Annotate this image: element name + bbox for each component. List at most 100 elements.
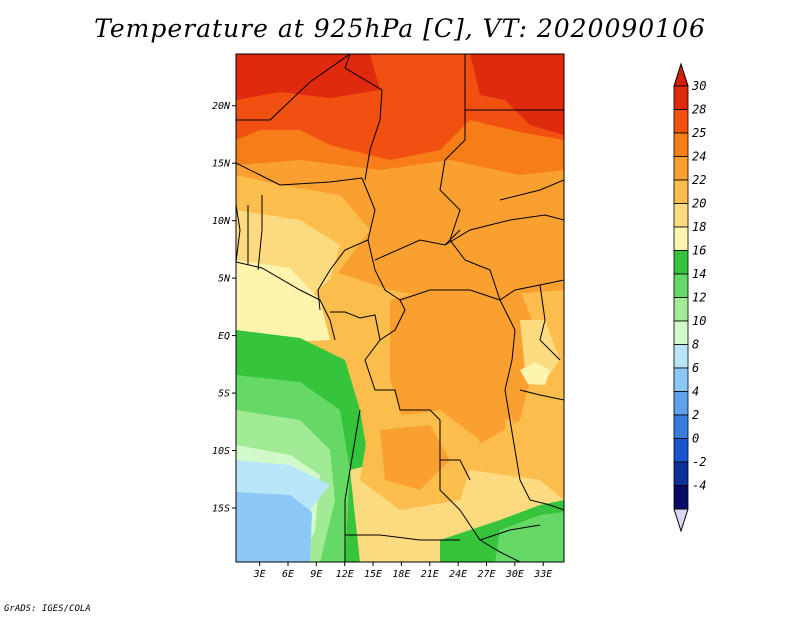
lon-tick-label: 12E bbox=[336, 569, 354, 580]
colorbar-level-label: -2 bbox=[692, 455, 706, 469]
lon-tick-label: 27E bbox=[477, 569, 495, 580]
colorbar-swatch bbox=[673, 438, 689, 463]
field-light-orange-basin bbox=[390, 285, 540, 450]
colorbar-swatch bbox=[673, 344, 689, 369]
colorbar-swatch bbox=[673, 485, 689, 510]
lat-tick-label: 5S bbox=[218, 389, 230, 400]
border-tanzania bbox=[519, 389, 564, 401]
border-nigeria-cameroon bbox=[317, 177, 376, 311]
colorbar-swatch bbox=[673, 203, 689, 228]
field-hot-red-northeast bbox=[470, 54, 564, 135]
lon-tick-label: 6E bbox=[282, 569, 294, 580]
lat-tick-label: 20N bbox=[212, 101, 231, 112]
border-zambia-south bbox=[459, 509, 541, 541]
colorbar-level-label: 22 bbox=[692, 173, 706, 187]
border-ghana bbox=[236, 204, 241, 263]
border-niger-nigeria bbox=[236, 162, 363, 186]
colorbar-swatch bbox=[673, 273, 689, 298]
lake-tanganyika bbox=[505, 418, 520, 478]
latitude-axis: 20N 15N 10N 5N EQ 5S 10S 15S bbox=[212, 101, 236, 514]
border-angola-zambia bbox=[439, 460, 461, 511]
colorbar-level-label: 12 bbox=[692, 291, 706, 305]
colorbar-swatch bbox=[673, 297, 689, 322]
border-gabon-congo bbox=[330, 311, 381, 361]
temperature-field bbox=[236, 54, 564, 562]
border-chad-car bbox=[374, 229, 461, 261]
colorbar-swatch bbox=[673, 414, 689, 439]
colorbar-level-label: 2 bbox=[692, 408, 699, 422]
lat-tick-label: 5N bbox=[218, 274, 231, 285]
country-borders bbox=[236, 54, 564, 562]
border-drc-angola bbox=[364, 359, 471, 481]
border-sudan-south bbox=[444, 214, 564, 246]
colorbar-swatch bbox=[673, 109, 689, 134]
lat-tick-label: EQ bbox=[218, 331, 230, 342]
border-benin-nigeria bbox=[257, 195, 263, 271]
border-drc-east bbox=[499, 299, 521, 481]
border-ethiopia bbox=[499, 179, 564, 201]
colorbar-level-label: 16 bbox=[692, 244, 706, 258]
colorbar-level-label: 25 bbox=[692, 126, 706, 140]
credit-label: GrADS: IGES/COLA bbox=[4, 604, 91, 614]
colorbar-swatch bbox=[673, 461, 689, 486]
field-light-orange-south bbox=[380, 425, 450, 490]
lat-tick-label: 10N bbox=[212, 216, 231, 227]
colorbar-swatch bbox=[673, 156, 689, 181]
lon-tick-label: 21E bbox=[421, 569, 439, 580]
lon-tick-label: 24E bbox=[449, 569, 467, 580]
field-cream-coast bbox=[236, 260, 330, 345]
border-uganda-kenya bbox=[539, 284, 561, 361]
border-cameroon-car bbox=[367, 239, 401, 301]
border-libya-chad bbox=[344, 54, 383, 181]
colorbar-level-label: 0 bbox=[692, 432, 699, 446]
colorbar-level-label: 30 bbox=[691, 79, 706, 93]
colorbar-swatch bbox=[673, 367, 689, 392]
map-frame bbox=[235, 53, 565, 563]
colorbar-level-label: 28 bbox=[692, 103, 706, 117]
lon-tick-label: 3E bbox=[253, 569, 266, 580]
border-coastline-west bbox=[236, 261, 336, 341]
border-zimbabwe bbox=[479, 539, 521, 562]
map-title: Temperature at 925hPa [C], VT: 202009010… bbox=[94, 14, 706, 43]
colorbar-swatch bbox=[673, 250, 689, 275]
colorbar-bottom-arrow bbox=[673, 508, 689, 533]
border-car-drc bbox=[399, 289, 501, 301]
border-namibia-coast bbox=[344, 409, 361, 562]
colorbar-swatch bbox=[673, 391, 689, 416]
lon-tick-label: 18E bbox=[392, 569, 410, 580]
border-south-sudan bbox=[464, 259, 564, 301]
longitude-axis: 3E 6E 9E 12E 15E 18E 21E 24E 27E 30E 33E bbox=[253, 562, 552, 580]
field-hot-red-north bbox=[236, 54, 380, 100]
border-angola-namibia bbox=[345, 534, 460, 541]
lat-tick-label: 15N bbox=[212, 159, 231, 170]
lat-tick-label: 10S bbox=[212, 446, 230, 457]
colorbar-level-label: 4 bbox=[692, 385, 699, 399]
colorbar-swatch bbox=[673, 320, 689, 345]
colorbar-level-label: 10 bbox=[692, 314, 706, 328]
border-mozambique bbox=[519, 479, 564, 511]
colorbar-level-label: 8 bbox=[692, 338, 699, 352]
field-mid-green-southeast bbox=[495, 512, 564, 562]
lake-victoria bbox=[520, 362, 550, 385]
colorbar-swatch bbox=[673, 132, 689, 157]
colorbar-swatch bbox=[673, 85, 689, 110]
colorbar-swatch bbox=[673, 179, 689, 204]
colorbar-level-label: 14 bbox=[692, 267, 706, 281]
lon-tick-label: 30E bbox=[505, 569, 524, 580]
lon-tick-label: 33E bbox=[533, 569, 552, 580]
lat-tick-label: 15S bbox=[212, 503, 230, 514]
lon-tick-label: 9E bbox=[310, 569, 322, 580]
colorbar-top-arrow bbox=[673, 62, 689, 87]
lon-tick-label: 15E bbox=[364, 569, 382, 580]
field-sky-blue-ocean bbox=[236, 492, 312, 562]
border-libya-niger bbox=[236, 54, 351, 121]
colorbar-level-label: -4 bbox=[692, 479, 706, 493]
border-congo-drc bbox=[379, 299, 406, 341]
colorbar-level-label: 20 bbox=[692, 197, 706, 211]
colorbar-level-label: 6 bbox=[692, 361, 699, 375]
border-egypt-sudan bbox=[464, 54, 564, 111]
colorbar-level-label: 24 bbox=[692, 150, 706, 164]
colorbar-swatch bbox=[673, 226, 689, 251]
